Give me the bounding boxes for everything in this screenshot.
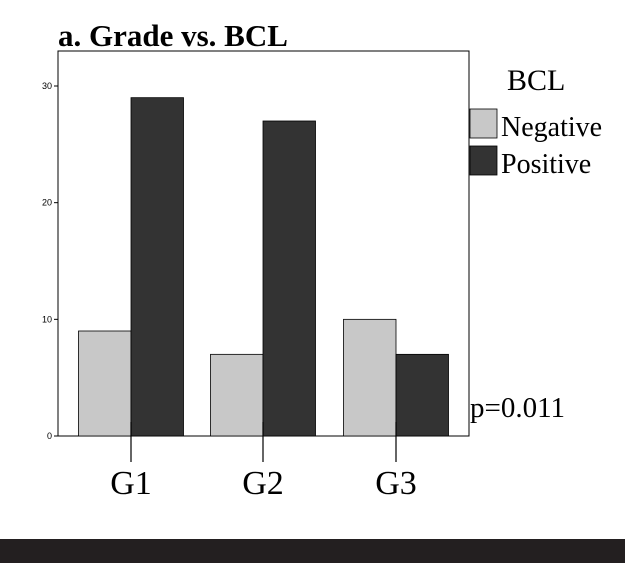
y-tick-label: 10 bbox=[42, 314, 52, 324]
legend-swatch-positive bbox=[469, 145, 498, 176]
bar-negative-g3 bbox=[343, 318, 397, 437]
legend: BCL Negative Positive bbox=[469, 64, 602, 180]
legend-title: BCL bbox=[507, 64, 565, 97]
bars-group bbox=[78, 97, 449, 437]
legend-swatch-negative bbox=[469, 108, 498, 139]
x-tick-label: G2 bbox=[242, 465, 284, 502]
x-tick-label: G3 bbox=[375, 465, 417, 502]
bar-positive-g3 bbox=[395, 353, 449, 437]
y-axis: 0 10 20 30 bbox=[42, 81, 58, 441]
x-tick-label: G1 bbox=[110, 465, 152, 502]
y-tick-label: 20 bbox=[42, 198, 52, 208]
bottom-dark-band bbox=[0, 539, 625, 563]
bar-negative-g1 bbox=[78, 330, 132, 437]
bar-positive-g2 bbox=[262, 120, 316, 437]
legend-label-positive: Positive bbox=[501, 149, 591, 180]
bar-positive-g1 bbox=[130, 97, 184, 437]
bar-negative-g2 bbox=[210, 353, 264, 437]
y-tick-label: 30 bbox=[42, 81, 52, 91]
y-tick-label: 0 bbox=[47, 431, 52, 441]
chart-title: a. Grade vs. BCL bbox=[58, 18, 288, 53]
legend-label-negative: Negative bbox=[501, 112, 602, 143]
x-axis: G1 G2 G3 bbox=[110, 422, 417, 502]
p-value-annotation: p=0.011 bbox=[470, 392, 565, 424]
